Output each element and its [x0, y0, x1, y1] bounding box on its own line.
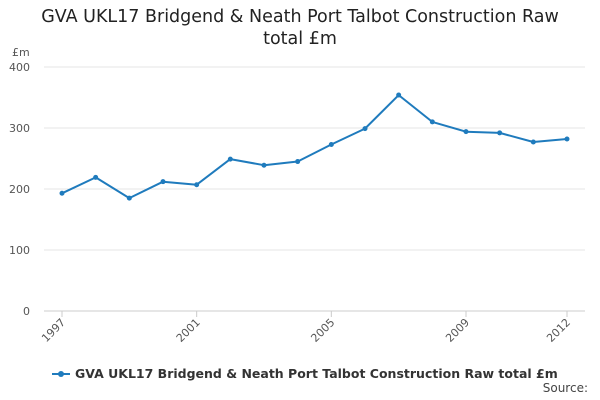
x-tick-label-2012: 2012: [544, 316, 573, 345]
data-point-2006[interactable]: [362, 126, 368, 132]
legend[interactable]: GVA UKL17 Bridgend & Neath Port Talbot C…: [52, 366, 558, 381]
y-tick-label-200: 200: [9, 183, 30, 196]
y-tick-label-100: 100: [9, 244, 30, 257]
data-point-2000[interactable]: [160, 179, 166, 185]
data-point-2004[interactable]: [295, 159, 301, 165]
legend-symbol: [52, 369, 70, 379]
data-point-2010[interactable]: [497, 130, 503, 136]
data-point-1997[interactable]: [59, 190, 65, 196]
y-axis-label: £m: [12, 46, 30, 59]
legend-label: GVA UKL17 Bridgend & Neath Port Talbot C…: [75, 366, 558, 381]
y-tick-labels: 0 100 200 300 400: [9, 61, 30, 318]
data-point-2002[interactable]: [227, 156, 233, 162]
grid-lines: [44, 66, 585, 312]
data-point-1999[interactable]: [126, 195, 132, 201]
y-tick-label-300: 300: [9, 122, 30, 135]
x-tick-labels: 1997 2001 2005 2009 2012: [39, 311, 573, 345]
chart-title-line-2: total £m: [263, 29, 337, 49]
x-tick-label-2005: 2005: [308, 316, 337, 345]
data-point-2001[interactable]: [194, 182, 200, 188]
series-points: [59, 92, 570, 201]
data-point-2003[interactable]: [261, 162, 267, 168]
data-point-2007[interactable]: [396, 92, 402, 98]
data-point-2012[interactable]: [564, 136, 570, 142]
chart-title: GVA UKL17 Bridgend & Neath Port Talbot C…: [0, 6, 600, 50]
source-label: Source:: [542, 381, 588, 395]
legend-dot-swatch: [58, 370, 64, 377]
data-point-1998[interactable]: [93, 174, 99, 180]
data-point-2008[interactable]: [429, 119, 435, 125]
y-tick-label-0: 0: [23, 305, 30, 318]
y-tick-label-400: 400: [9, 61, 30, 74]
series-line: [61, 94, 568, 200]
data-point-2005[interactable]: [328, 141, 334, 147]
x-tick-label-2001: 2001: [174, 316, 203, 345]
data-point-2011[interactable]: [530, 139, 536, 145]
chart-title-line-1: GVA UKL17 Bridgend & Neath Port Talbot C…: [41, 7, 559, 27]
x-tick-label-2009: 2009: [443, 316, 472, 345]
data-point-2009[interactable]: [463, 129, 469, 135]
x-tick-label-1997: 1997: [39, 316, 68, 345]
